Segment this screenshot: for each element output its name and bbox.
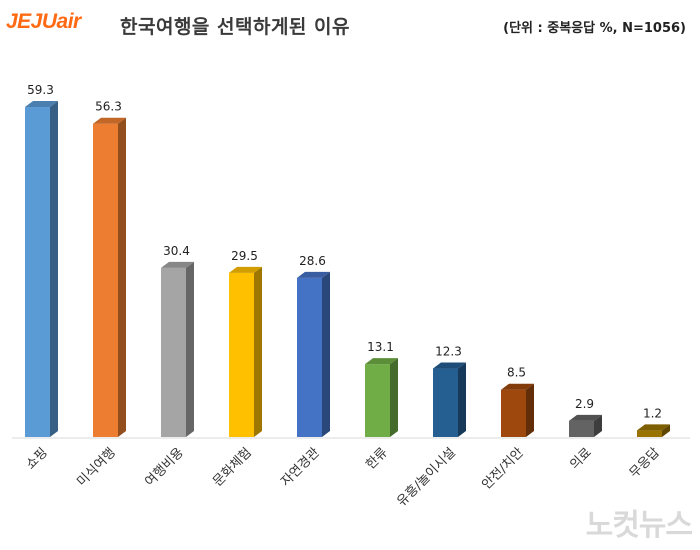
bar-top: [229, 266, 262, 273]
bar-top: [25, 101, 58, 108]
bar-front: [229, 272, 254, 437]
data-label: 13.1: [367, 340, 394, 354]
bar-front: [161, 267, 186, 437]
bar-front: [637, 430, 662, 437]
data-label: 8.5: [507, 366, 526, 380]
data-label: 2.9: [575, 397, 594, 411]
bar-side: [526, 383, 534, 437]
bar-top: [161, 261, 194, 268]
bar-9: [637, 424, 670, 437]
bar-side: [594, 414, 602, 437]
bar-5: [365, 358, 398, 437]
bar-0: [25, 101, 58, 437]
bar-top: [365, 358, 398, 365]
jejuair-logo: JEJUair: [6, 10, 81, 33]
data-label: 56.3: [95, 100, 122, 114]
bar-front: [501, 389, 526, 437]
bar-top: [569, 414, 602, 421]
bar-side: [50, 101, 58, 437]
category-label: 무응답: [627, 445, 663, 481]
bar-front: [25, 107, 50, 437]
bar-front: [93, 123, 118, 437]
bar-6: [433, 362, 466, 437]
bar-front: [433, 368, 458, 437]
watermark: 노컷뉴스: [585, 508, 693, 543]
unit-note: (단위 : 중복응답 %, N=1056): [503, 21, 686, 36]
bar-3: [229, 266, 262, 437]
bar-front: [365, 364, 390, 437]
bar-side: [390, 358, 398, 437]
bar-side: [254, 266, 262, 437]
category-label: 한류: [363, 445, 391, 473]
bar-top: [93, 117, 126, 124]
category-label: 여행비용: [142, 444, 187, 489]
bar-1: [93, 117, 126, 437]
chart-title: 한국여행을 선택하게된 이유: [120, 16, 350, 38]
bar-7: [501, 383, 534, 437]
category-label: 유흥/놀이시설: [394, 445, 458, 509]
bar-side: [458, 362, 466, 437]
category-label: 안전/치안: [479, 445, 527, 493]
bar-side: [186, 261, 194, 437]
data-label: 12.3: [435, 345, 462, 359]
bar-2: [161, 261, 194, 437]
bar-8: [569, 414, 602, 437]
bar-side: [322, 271, 330, 437]
data-label: 59.3: [27, 83, 54, 97]
chart-header: JEJUair 한국여행을 선택하게된 이유 (단위 : 중복응답 %, N=1…: [0, 0, 700, 60]
category-label: 문화체험: [210, 445, 254, 489]
bar-side: [662, 424, 670, 437]
bar-4: [297, 271, 330, 437]
category-label: 미식여행: [74, 445, 119, 490]
category-label: 자연경관: [278, 445, 322, 489]
bar-front: [569, 420, 594, 437]
bar-side: [118, 117, 126, 437]
bar-front: [297, 277, 322, 437]
category-label: 의료: [567, 445, 595, 473]
bar-top: [433, 362, 466, 369]
data-label: 1.2: [643, 406, 662, 420]
category-label: 쇼핑: [23, 445, 51, 473]
data-label: 29.5: [231, 249, 258, 263]
bar-top: [501, 383, 534, 390]
data-label: 28.6: [299, 254, 326, 268]
bar-top: [637, 424, 670, 431]
bar-top: [297, 271, 330, 278]
data-label: 30.4: [163, 244, 190, 258]
